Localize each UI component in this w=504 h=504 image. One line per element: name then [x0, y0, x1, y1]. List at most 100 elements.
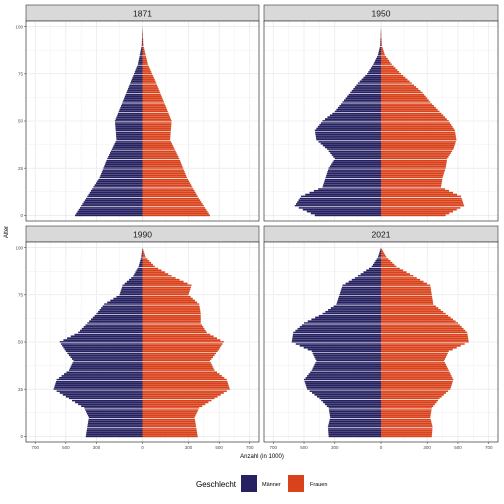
- bar-men-age-57: [337, 106, 381, 109]
- bar-men-age-84: [376, 55, 381, 58]
- bar-women-age-95: [381, 256, 387, 258]
- bar-men-age-93: [380, 39, 381, 41]
- bar-women-age-38: [142, 363, 212, 366]
- bar-men-age-43: [115, 133, 143, 136]
- bar-women-age-20: [381, 176, 443, 179]
- bar-women-age-51: [142, 118, 171, 120]
- bar-men-age-9: [88, 418, 143, 421]
- bar-men-age-0: [328, 435, 381, 438]
- bar-women-age-24: [381, 390, 449, 392]
- bar-men-age-34: [328, 150, 381, 153]
- bar-men-age-84: [131, 276, 143, 279]
- bar-women-age-94: [381, 258, 389, 260]
- bar-women-age-11: [381, 414, 431, 417]
- bar-women-age-71: [142, 80, 156, 83]
- bar-women-age-84: [381, 55, 387, 58]
- bar-women-age-1: [381, 212, 450, 215]
- bar-women-age-18: [381, 401, 437, 404]
- bar-women-age-87: [142, 271, 165, 274]
- bar-men-age-7: [297, 201, 381, 203]
- bar-men-age-47: [317, 125, 381, 128]
- bar-men-age-49: [60, 343, 143, 345]
- bar-women-age-25: [142, 388, 230, 391]
- bar-women-age-84: [381, 276, 417, 279]
- bar-women-age-13: [142, 189, 195, 192]
- bar-women-age-54: [142, 333, 211, 336]
- bar-women-age-19: [381, 399, 438, 402]
- bar-men-age-44: [312, 352, 381, 355]
- bar-men-age-89: [379, 46, 381, 49]
- bar-women-age-54: [381, 333, 468, 336]
- bar-men-age-76: [368, 71, 381, 73]
- bar-women-age-37: [142, 365, 213, 368]
- bar-men-age-13: [329, 410, 381, 413]
- bar-men-age-28: [305, 382, 381, 385]
- bar-women-age-85: [381, 54, 385, 56]
- bar-women-age-19: [381, 178, 443, 181]
- bar-women-age-45: [142, 129, 171, 132]
- bar-men-age-80: [137, 63, 143, 66]
- bar-women-age-99: [381, 248, 383, 251]
- bar-men-age-6: [328, 424, 381, 426]
- bar-women-age-34: [142, 150, 176, 153]
- bar-men-age-39: [315, 361, 381, 364]
- bar-men-age-8: [88, 420, 143, 423]
- bar-men-age-15: [328, 407, 381, 409]
- bar-women-age-6: [142, 203, 203, 205]
- bar-women-age-47: [142, 125, 172, 128]
- bar-women-age-11: [142, 414, 196, 417]
- bar-women-age-17: [142, 182, 191, 185]
- bar-women-age-48: [381, 123, 452, 126]
- bar-women-age-53: [381, 114, 444, 117]
- bar-men-age-23: [312, 392, 381, 394]
- bar-men-age-71: [336, 301, 381, 304]
- bar-women-age-61: [142, 320, 201, 323]
- bar-women-age-23: [142, 171, 185, 173]
- bar-women-age-66: [381, 310, 444, 313]
- bar-women-age-84: [142, 276, 176, 279]
- bar-men-age-50: [291, 341, 381, 343]
- x-tick-label: 700: [269, 445, 277, 450]
- bar-men-age-30: [334, 157, 381, 160]
- bar-men-age-93: [375, 260, 381, 262]
- bar-women-age-82: [142, 280, 184, 283]
- bar-women-age-63: [381, 95, 426, 98]
- bar-men-age-45: [311, 350, 381, 353]
- bar-women-age-76: [142, 292, 190, 294]
- bar-men-age-92: [380, 40, 381, 43]
- bar-women-age-89: [142, 267, 159, 270]
- bar-men-age-79: [121, 286, 143, 289]
- bar-women-age-1: [142, 212, 209, 215]
- bar-women-age-26: [381, 386, 451, 389]
- bar-women-age-39: [142, 361, 211, 364]
- bar-men-age-41: [315, 358, 381, 360]
- bar-men-age-57: [81, 327, 143, 330]
- bar-women-age-70: [142, 82, 157, 85]
- bar-men-age-40: [116, 139, 143, 141]
- bar-women-age-8: [142, 199, 201, 202]
- bar-men-age-62: [311, 318, 381, 321]
- bar-men-age-60: [304, 322, 381, 324]
- bar-women-age-15: [381, 407, 432, 409]
- bar-men-age-1: [328, 433, 381, 436]
- bar-men-age-85: [133, 275, 143, 277]
- bar-men-age-75: [134, 72, 143, 75]
- bar-men-age-37: [322, 144, 381, 147]
- bar-women-age-60: [142, 101, 164, 103]
- bar-women-age-27: [142, 163, 182, 166]
- bar-men-age-64: [125, 93, 143, 96]
- bar-men-age-14: [92, 188, 143, 190]
- bar-women-age-13: [381, 410, 432, 413]
- bar-men-age-48: [299, 344, 381, 347]
- bar-women-age-49: [381, 122, 450, 124]
- panel-border: [263, 20, 499, 222]
- bar-men-age-46: [316, 127, 381, 130]
- bar-men-age-30: [107, 157, 143, 160]
- bar-men-age-51: [324, 118, 381, 120]
- bar-women-age-78: [381, 288, 431, 291]
- bar-men-age-55: [293, 331, 381, 334]
- bar-women-age-62: [142, 97, 163, 100]
- bar-men-age-56: [295, 329, 381, 332]
- bar-men-age-85: [357, 275, 381, 277]
- bar-men-age-40: [73, 360, 143, 362]
